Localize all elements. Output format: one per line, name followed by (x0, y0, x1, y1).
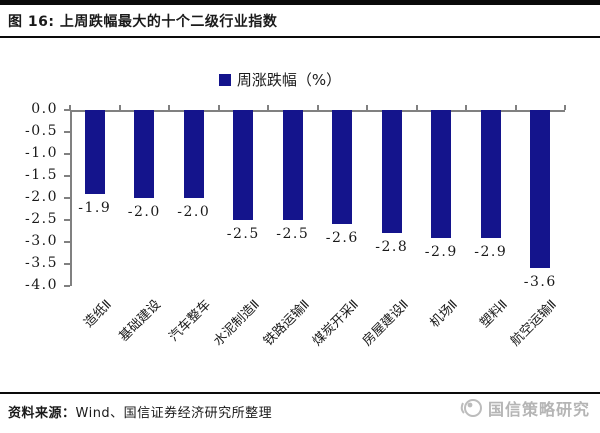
y-axis-tick (64, 109, 70, 111)
x-axis-tick (415, 105, 418, 110)
y-axis-tick (64, 175, 70, 177)
title-rule (0, 36, 600, 38)
bar-value-label: -2.9 (474, 243, 508, 260)
chart-legend: 周涨跌幅（%） (20, 69, 540, 90)
source-text: Wind、国信证券经济研究所整理 (75, 406, 273, 421)
y-axis-tick-label: -3.0 (25, 233, 58, 249)
bar-value-label: -2.0 (127, 204, 161, 220)
watermark: 国信策略研究 (459, 396, 590, 420)
y-axis-tick (64, 131, 70, 133)
bar-value-label: -2.0 (177, 204, 211, 220)
x-axis-tick (366, 105, 368, 110)
bar (282, 110, 303, 220)
x-axis-tick (118, 105, 121, 110)
y-axis-tick (64, 197, 70, 199)
y-axis-tick (64, 153, 70, 155)
y-axis-tick-label: -3.5 (25, 255, 58, 271)
figure-title: 图 16: 上周跌幅最大的十个二级行业指数 (8, 14, 278, 30)
legend-color-swatch (218, 73, 231, 86)
bar (134, 110, 155, 198)
bar (84, 110, 105, 194)
source-note: 资料来源：Wind、国信证券经济研究所整理 (8, 402, 272, 421)
top-rule (0, 0, 600, 5)
y-axis-tick (64, 285, 70, 287)
bar-value-label: -2.5 (226, 226, 260, 242)
x-axis-tick (267, 105, 269, 110)
bar (183, 110, 204, 198)
x-axis-tick (514, 105, 517, 110)
bar (233, 110, 254, 220)
legend-label: 周涨跌幅（%） (236, 71, 342, 89)
x-axis-tick (217, 105, 220, 110)
x-axis-line (70, 110, 565, 112)
bar (530, 110, 551, 269)
y-axis-tick-label: 0.0 (31, 101, 58, 117)
y-axis-tick (64, 241, 70, 243)
bar-value-label: -2.8 (375, 239, 409, 256)
watermark-text: 国信策略研究 (487, 400, 590, 419)
bar (381, 110, 402, 234)
x-axis-tick (69, 105, 71, 110)
y-axis-tick-label: -2.0 (25, 189, 58, 205)
x-axis-tick (465, 105, 467, 110)
bar (480, 110, 501, 238)
x-axis-tick (168, 105, 170, 110)
y-axis-tick-label: -2.5 (25, 211, 58, 227)
y-axis-line (70, 110, 72, 286)
guosen-logo-icon (460, 399, 482, 417)
bar-value-label: -3.6 (523, 274, 557, 291)
y-axis-tick-label: -1.5 (25, 167, 58, 183)
y-axis-tick-label: -1.0 (25, 145, 58, 161)
y-axis-tick-label: -0.5 (25, 123, 58, 139)
y-axis-tick (64, 219, 70, 221)
bar (332, 110, 353, 225)
bar (431, 110, 452, 238)
bottom-rule (0, 392, 600, 394)
x-axis-tick (564, 105, 566, 110)
x-axis-tick (316, 105, 319, 110)
bar-value-label: -2.5 (276, 226, 310, 242)
y-axis-tick-label: -4.0 (25, 277, 58, 293)
bar-value-label: -2.6 (325, 230, 359, 247)
bar-value-label: -2.9 (424, 243, 458, 260)
source-prefix: 资料来源： (8, 406, 76, 421)
bar-value-label: -1.9 (78, 199, 112, 216)
y-axis-tick (64, 263, 70, 265)
